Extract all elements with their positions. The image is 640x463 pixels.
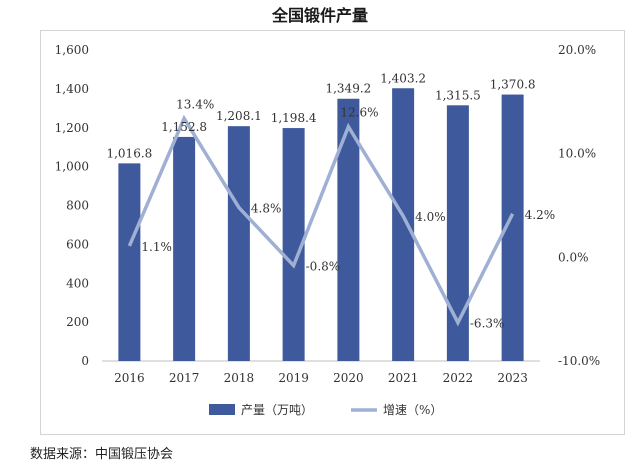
x-tick-label: 2017 [169, 371, 200, 385]
bar-2019 [282, 128, 305, 361]
y-right-tick-label: 20.0% [558, 43, 596, 57]
bar-2023 [501, 94, 524, 361]
growth-value-label: -6.3% [470, 317, 505, 331]
bar-2016 [118, 163, 141, 361]
x-tick-label: 2022 [443, 371, 474, 385]
bar-2022 [446, 105, 469, 362]
y-left-tick-label: 1,000 [55, 160, 89, 174]
y-left-tick-label: 1,400 [55, 82, 89, 96]
bar-value-label: 1,403.2 [380, 71, 426, 85]
bar-value-label: 1,016.8 [106, 146, 152, 160]
bar-value-label: 1,152.8 [161, 120, 207, 134]
growth-line [127, 114, 515, 327]
y-right-tick-label: 10.0% [558, 147, 596, 161]
legend-bar-swatch [209, 404, 235, 415]
growth-value-label: 12.6% [340, 106, 378, 120]
legend-line-label: 增速（%） [383, 403, 442, 417]
x-tick-label: 2016 [114, 371, 145, 385]
x-tick-label: 2018 [224, 371, 255, 385]
y-left-tick-label: 1,200 [55, 121, 89, 135]
y-left-tick-label: 1,600 [55, 43, 89, 57]
chart-title: 全国锻件产量 [271, 6, 368, 25]
growth-value-label: -0.8% [306, 260, 341, 274]
bar-value-label: 1,208.1 [216, 109, 262, 123]
x-tick-label: 2021 [388, 371, 419, 385]
x-tick-label: 2019 [278, 371, 309, 385]
y-left-tick-label: 600 [66, 237, 89, 251]
y-right-tick-label: 0.0% [558, 250, 589, 264]
bar-2017 [173, 136, 196, 361]
source-note: 数据来源：中国锻压协会 [30, 447, 174, 462]
bar-2021 [392, 88, 415, 362]
growth-value-label: 4.8% [251, 202, 282, 216]
bar-value-label: 1,315.5 [435, 88, 481, 102]
y-left-tick-label: 400 [66, 276, 89, 290]
bar-value-label: 1,198.4 [271, 111, 317, 125]
chart-frame [40, 30, 625, 435]
y-left-tick-label: 0 [81, 354, 89, 368]
y-left-tick-label: 800 [66, 199, 89, 213]
growth-value-label: 1.1% [141, 240, 172, 254]
bar-2018 [227, 126, 250, 361]
x-tick-label: 2020 [333, 371, 364, 385]
legend-bar-label: 产量（万吨） [241, 403, 313, 417]
growth-value-label: 4.2% [525, 208, 556, 222]
bar-value-label: 1,370.8 [490, 78, 536, 92]
y-right-tick-label: -10.0% [558, 354, 600, 368]
y-left-tick-label: 200 [66, 315, 89, 329]
bar-value-label: 1,349.2 [325, 82, 371, 96]
growth-value-label: 13.4% [176, 97, 214, 111]
bar-2020 [337, 98, 360, 361]
growth-value-label: 4.0% [415, 210, 446, 224]
x-tick-label: 2023 [497, 371, 528, 385]
